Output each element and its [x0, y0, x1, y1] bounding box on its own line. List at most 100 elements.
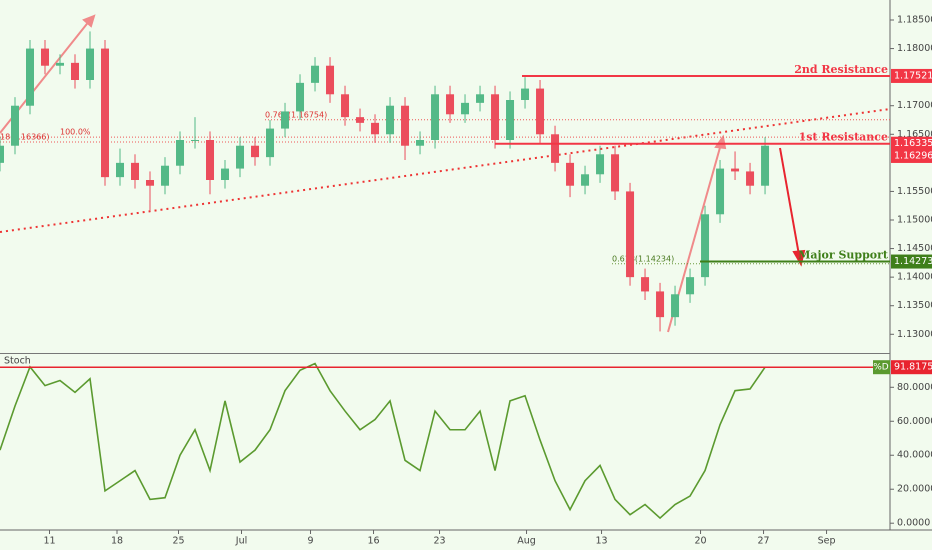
candle-body: [641, 277, 650, 292]
candle-body: [161, 165, 170, 186]
candle-body: [506, 100, 515, 140]
price-tag: [891, 136, 932, 151]
candle-body: [371, 122, 380, 135]
candle-body: [611, 154, 620, 192]
candle-body: [86, 48, 95, 80]
candle-body: [536, 88, 545, 135]
x-tick-label: Sep: [818, 536, 836, 547]
x-tick-label: 18: [111, 536, 123, 547]
stoch-line: [0, 362, 766, 520]
y-tick-label: 1.13000: [897, 329, 932, 340]
candle-body: [251, 145, 260, 158]
y-tick-label: 1.18500: [897, 15, 932, 26]
candle-body: [566, 162, 575, 186]
fib-label: 18(1.16366): [0, 132, 50, 141]
candle-body: [446, 94, 455, 115]
candle-body: [716, 168, 725, 215]
x-tick-label: 27: [757, 536, 769, 547]
candle-body: [311, 65, 320, 83]
candle-body: [731, 168, 740, 172]
x-tick-label: 23: [433, 536, 445, 547]
x-tick-label: 9: [307, 536, 313, 547]
candle-body: [431, 94, 440, 140]
candle-body: [746, 171, 755, 186]
price-tag-label: 1.16296: [894, 150, 932, 161]
y-tick-label: 1.15500: [897, 186, 932, 197]
x-tick-label: Jul: [235, 536, 247, 547]
candle-body: [626, 191, 635, 278]
y-tick-label: 0.0000: [897, 518, 930, 529]
x-tick-label: 16: [367, 536, 379, 547]
price-tag: [891, 148, 932, 163]
y-tick-label: 40.0000: [897, 450, 932, 461]
x-tick-label: Aug: [517, 536, 536, 547]
candle-body: [551, 134, 560, 163]
candle-body: [131, 162, 140, 180]
candle-body: [596, 154, 605, 175]
candle-body: [656, 291, 665, 318]
value-tag: [891, 360, 932, 375]
candle-body: [701, 214, 710, 278]
candle-body: [101, 48, 110, 178]
fib-label: 0.764(1.16754): [265, 110, 327, 119]
price-tag-label: 1.14273: [894, 256, 932, 267]
candle-body: [176, 140, 185, 166]
candle-body: [281, 111, 290, 129]
fib-label: 0.618(1.14234): [612, 254, 674, 263]
price-tag-label: 1.17521: [894, 70, 932, 81]
y-tick-label: 1.14000: [897, 272, 932, 283]
candle-body: [266, 128, 275, 158]
legend-tag: [873, 360, 890, 375]
candle-body: [356, 117, 365, 123]
candle-body: [221, 168, 230, 180]
candle-body: [146, 180, 155, 186]
candle-body: [341, 94, 350, 118]
price-tag: [891, 68, 932, 83]
level-name: 1st Resistance: [799, 131, 888, 144]
y-tick-label: 60.0000: [897, 416, 932, 427]
level-name: Major Support: [798, 249, 889, 262]
candle-body: [386, 105, 395, 135]
y-tick-label: 1.13500: [897, 300, 932, 311]
candle-body: [11, 105, 20, 146]
candle-body: [116, 162, 125, 178]
candle-body: [671, 294, 680, 318]
y-tick-label: 1.14500: [897, 243, 932, 254]
candle-body: [191, 140, 200, 141]
candle-body: [521, 88, 530, 100]
value-tag-label: 91.8175: [894, 362, 932, 373]
candle-body: [461, 102, 470, 115]
candle-body: [296, 82, 305, 112]
legend-label: %D: [873, 363, 889, 373]
candle-body: [401, 105, 410, 146]
candle-body: [26, 48, 35, 106]
y-tick-label: 1.18000: [897, 43, 932, 54]
x-tick-label: 20: [694, 536, 706, 547]
y-tick-label: 80.0000: [897, 382, 932, 393]
candle-body: [476, 94, 485, 103]
candle-body: [581, 174, 590, 186]
candle-body: [761, 145, 770, 186]
candle-body: [41, 48, 50, 66]
candle-body: [686, 277, 695, 295]
x-tick-label: 13: [595, 536, 607, 547]
candle-body: [491, 94, 500, 140]
candle-body: [0, 145, 4, 163]
candle-body: [236, 145, 245, 169]
level-name: 2nd Resistance: [794, 63, 888, 76]
price-tag-label: 1.16335: [894, 138, 932, 149]
fib-label: 100.0%: [60, 128, 91, 137]
candle-body: [56, 62, 65, 66]
y-tick-label: 20.0000: [897, 484, 932, 495]
stoch-title: Stoch: [4, 356, 31, 367]
y-tick-label: 1.17000: [897, 100, 932, 111]
price-tag: [891, 254, 932, 269]
candle-body: [71, 62, 80, 80]
y-tick-label: 1.15000: [897, 215, 932, 226]
candle-body: [206, 140, 215, 180]
y-tick-label: 1.16500: [897, 129, 932, 140]
x-tick-label: 25: [172, 536, 184, 547]
x-tick-label: 11: [43, 536, 55, 547]
